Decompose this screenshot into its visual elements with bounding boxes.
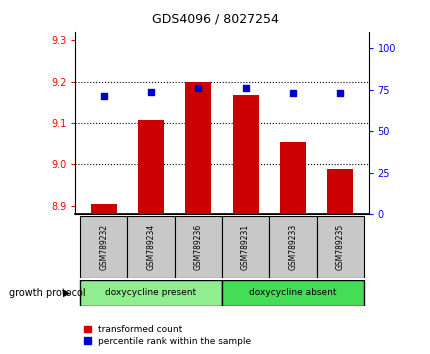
Bar	[221, 280, 363, 306]
Point	[194, 85, 201, 91]
Text: GSM789233: GSM789233	[288, 224, 297, 270]
Text: GSM789231: GSM789231	[240, 224, 249, 270]
Bar	[174, 216, 221, 278]
Bar	[80, 280, 221, 306]
Bar	[185, 81, 211, 214]
Legend: transformed count, percentile rank within the sample: transformed count, percentile rank withi…	[80, 321, 254, 349]
Text: ▶: ▶	[63, 288, 71, 298]
Point	[336, 90, 343, 96]
Bar	[138, 120, 164, 214]
Text: GSM789232: GSM789232	[99, 224, 108, 270]
Text: GSM789235: GSM789235	[335, 224, 344, 270]
Text: GSM789236: GSM789236	[194, 224, 203, 270]
Bar	[91, 204, 117, 214]
Bar	[80, 216, 127, 278]
Bar	[279, 142, 305, 214]
Bar	[316, 216, 363, 278]
Bar	[269, 216, 316, 278]
Text: GDS4096 / 8027254: GDS4096 / 8027254	[152, 12, 278, 25]
Bar	[232, 95, 258, 214]
Text: doxycycline absent: doxycycline absent	[249, 289, 336, 297]
Bar	[127, 216, 174, 278]
Bar	[326, 170, 352, 214]
Text: growth protocol: growth protocol	[9, 288, 85, 298]
Point	[100, 94, 107, 99]
Bar	[221, 216, 269, 278]
Point	[147, 89, 154, 95]
Point	[289, 90, 296, 96]
Text: GSM789234: GSM789234	[146, 224, 155, 270]
Point	[242, 85, 249, 91]
Text: doxycycline present: doxycycline present	[105, 289, 196, 297]
